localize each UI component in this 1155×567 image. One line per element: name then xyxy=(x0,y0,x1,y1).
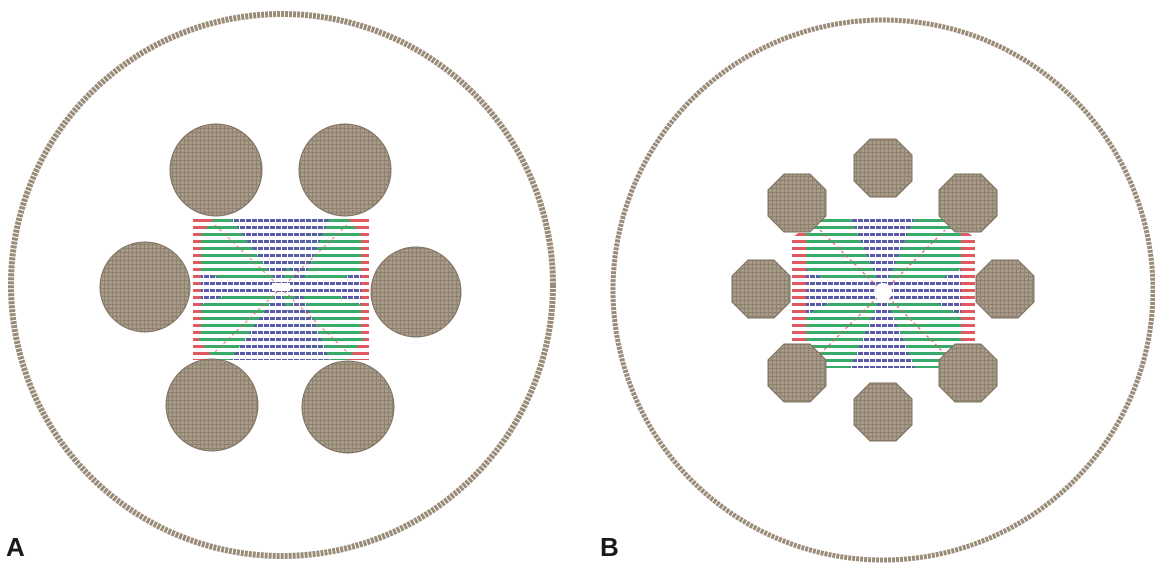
rod xyxy=(853,382,913,442)
rod xyxy=(301,360,395,454)
outer-boundary-ring xyxy=(8,11,556,559)
panel-b: B xyxy=(600,17,1155,563)
rods xyxy=(731,138,1035,442)
rod xyxy=(731,259,791,319)
rod xyxy=(370,246,462,338)
rod xyxy=(767,173,827,233)
mesh-region xyxy=(792,216,975,368)
panel-label-b: B xyxy=(600,532,619,562)
rod xyxy=(938,343,998,403)
rod xyxy=(938,173,998,233)
rod xyxy=(298,123,392,217)
rod xyxy=(853,138,913,198)
rod xyxy=(767,343,827,403)
rod xyxy=(99,241,191,333)
rod xyxy=(975,259,1035,319)
rod xyxy=(165,358,259,452)
outer-boundary-ring xyxy=(610,17,1155,563)
mesh-region xyxy=(193,217,369,360)
panel-a: A xyxy=(6,11,556,562)
panel-label-a: A xyxy=(6,532,25,562)
rod xyxy=(169,123,263,217)
rods xyxy=(99,123,462,454)
